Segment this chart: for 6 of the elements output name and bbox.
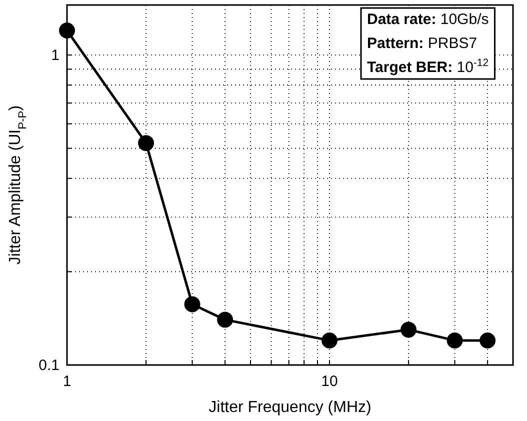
annotation: Pattern: PRBS7 [367,35,478,52]
x-axis-title: Jitter Frequency (MHz) [208,399,372,416]
x-tick-label: 10 [321,373,338,390]
annotation: Target BER: 10$^{-12}$ [367,57,489,76]
annotation: Data rate: 10Gb/s [367,11,489,28]
y-tick-label: 0.1 [38,356,60,374]
